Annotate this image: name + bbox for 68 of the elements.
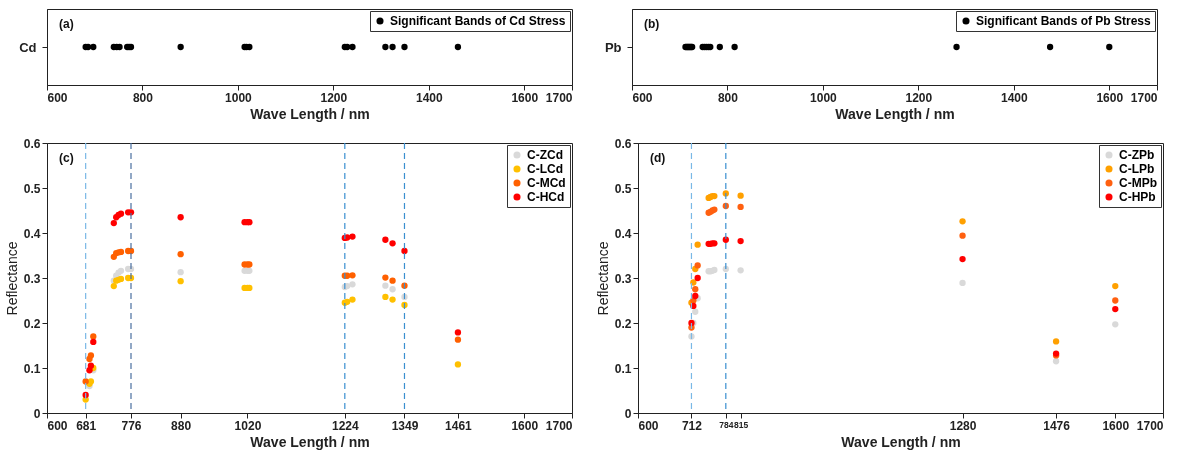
y-tick-label: 0.1: [23, 361, 41, 376]
y-tick-label: 0.4: [614, 226, 632, 241]
y-tick-label: 0: [33, 406, 41, 421]
x-tick-label: 800: [717, 90, 739, 105]
y-tick-label: Pb: [604, 39, 622, 55]
legend-label: C-HCd: [527, 190, 565, 204]
x-tick-label: 1700: [1136, 418, 1164, 433]
legend-label: C-MPb: [1119, 176, 1157, 190]
x-tick-label: 1224: [331, 418, 359, 433]
x-tick-label: 1000: [810, 90, 838, 105]
y-tick-label: 0.1: [614, 361, 632, 376]
y-tick-label: 0.6: [614, 136, 632, 151]
legend-label: C-ZPb: [1119, 148, 1155, 162]
annotation: (c): [59, 151, 74, 165]
x-tick-label: 712: [681, 418, 703, 433]
x-tick-label: 1600: [511, 90, 539, 105]
y-tick-label: 0.3: [23, 271, 41, 286]
x-tick-label: 1280: [949, 418, 977, 433]
annotation: (a): [59, 17, 74, 31]
x-axis-title: Wave Length / nm: [841, 433, 961, 450]
y-tick-label: 0: [624, 406, 632, 421]
x-tick-label: 1400: [415, 90, 443, 105]
y-tick-label: 0.5: [614, 181, 632, 196]
y-tick-label: 0.2: [614, 316, 632, 331]
y-tick-label: 0.2: [23, 316, 41, 331]
x-tick-label: 1349: [391, 418, 419, 433]
legend-label: C-ZCd: [527, 148, 563, 162]
x-tick-label: 1400: [1000, 90, 1028, 105]
x-tick-label: 1600: [511, 418, 539, 433]
x-tick-label: 1476: [1043, 418, 1071, 433]
x-axis-title: Wave Length / nm: [250, 105, 370, 122]
x-tick-label: 600: [638, 418, 659, 433]
x-tick-label: 1600: [1096, 90, 1124, 105]
y-tick-label: 0.4: [23, 226, 41, 241]
x-tick-label: 880: [171, 418, 192, 433]
x-tick-label: 815: [734, 419, 749, 430]
x-tick-label: 1020: [234, 418, 262, 433]
legend-label: C-HPb: [1119, 190, 1156, 204]
annotation: (b): [644, 17, 660, 31]
y-tick-label: 0.3: [614, 271, 632, 286]
x-tick-label: 1200: [320, 90, 348, 105]
x-tick-label: 1600: [1102, 418, 1130, 433]
legend-label: C-LPb: [1119, 162, 1155, 176]
x-tick-label: 1700: [545, 90, 573, 105]
x-axis-title: Wave Length / nm: [250, 433, 370, 450]
x-tick-label: 800: [132, 90, 154, 105]
x-tick-label: 784: [719, 419, 734, 430]
y-axis-title: Reflectance: [594, 241, 611, 316]
x-tick-label: 600: [632, 90, 653, 105]
y-tick-label: Cd: [19, 39, 37, 55]
x-axis-title: Wave Length / nm: [835, 105, 955, 122]
y-tick-label: 0.5: [23, 181, 41, 196]
x-tick-label: 1200: [905, 90, 933, 105]
legend-label: C-MCd: [527, 176, 566, 190]
x-tick-label: 681: [76, 418, 97, 433]
x-tick-label: 1700: [545, 418, 573, 433]
x-tick-label: 600: [47, 418, 68, 433]
legend-label: Significant Bands of Pb Stress: [976, 14, 1152, 28]
x-tick-label: 776: [121, 418, 142, 433]
y-axis-title: Reflectance: [3, 241, 20, 316]
x-tick-label: 1000: [225, 90, 253, 105]
x-tick-label: 1700: [1130, 90, 1158, 105]
legend-label: Significant Bands of Cd Stress: [390, 14, 566, 28]
annotation: (d): [650, 151, 666, 165]
y-tick-label: 0.6: [23, 136, 41, 151]
x-tick-label: 600: [47, 90, 68, 105]
legend-label: C-LCd: [527, 162, 563, 176]
x-tick-label: 1461: [445, 418, 473, 433]
